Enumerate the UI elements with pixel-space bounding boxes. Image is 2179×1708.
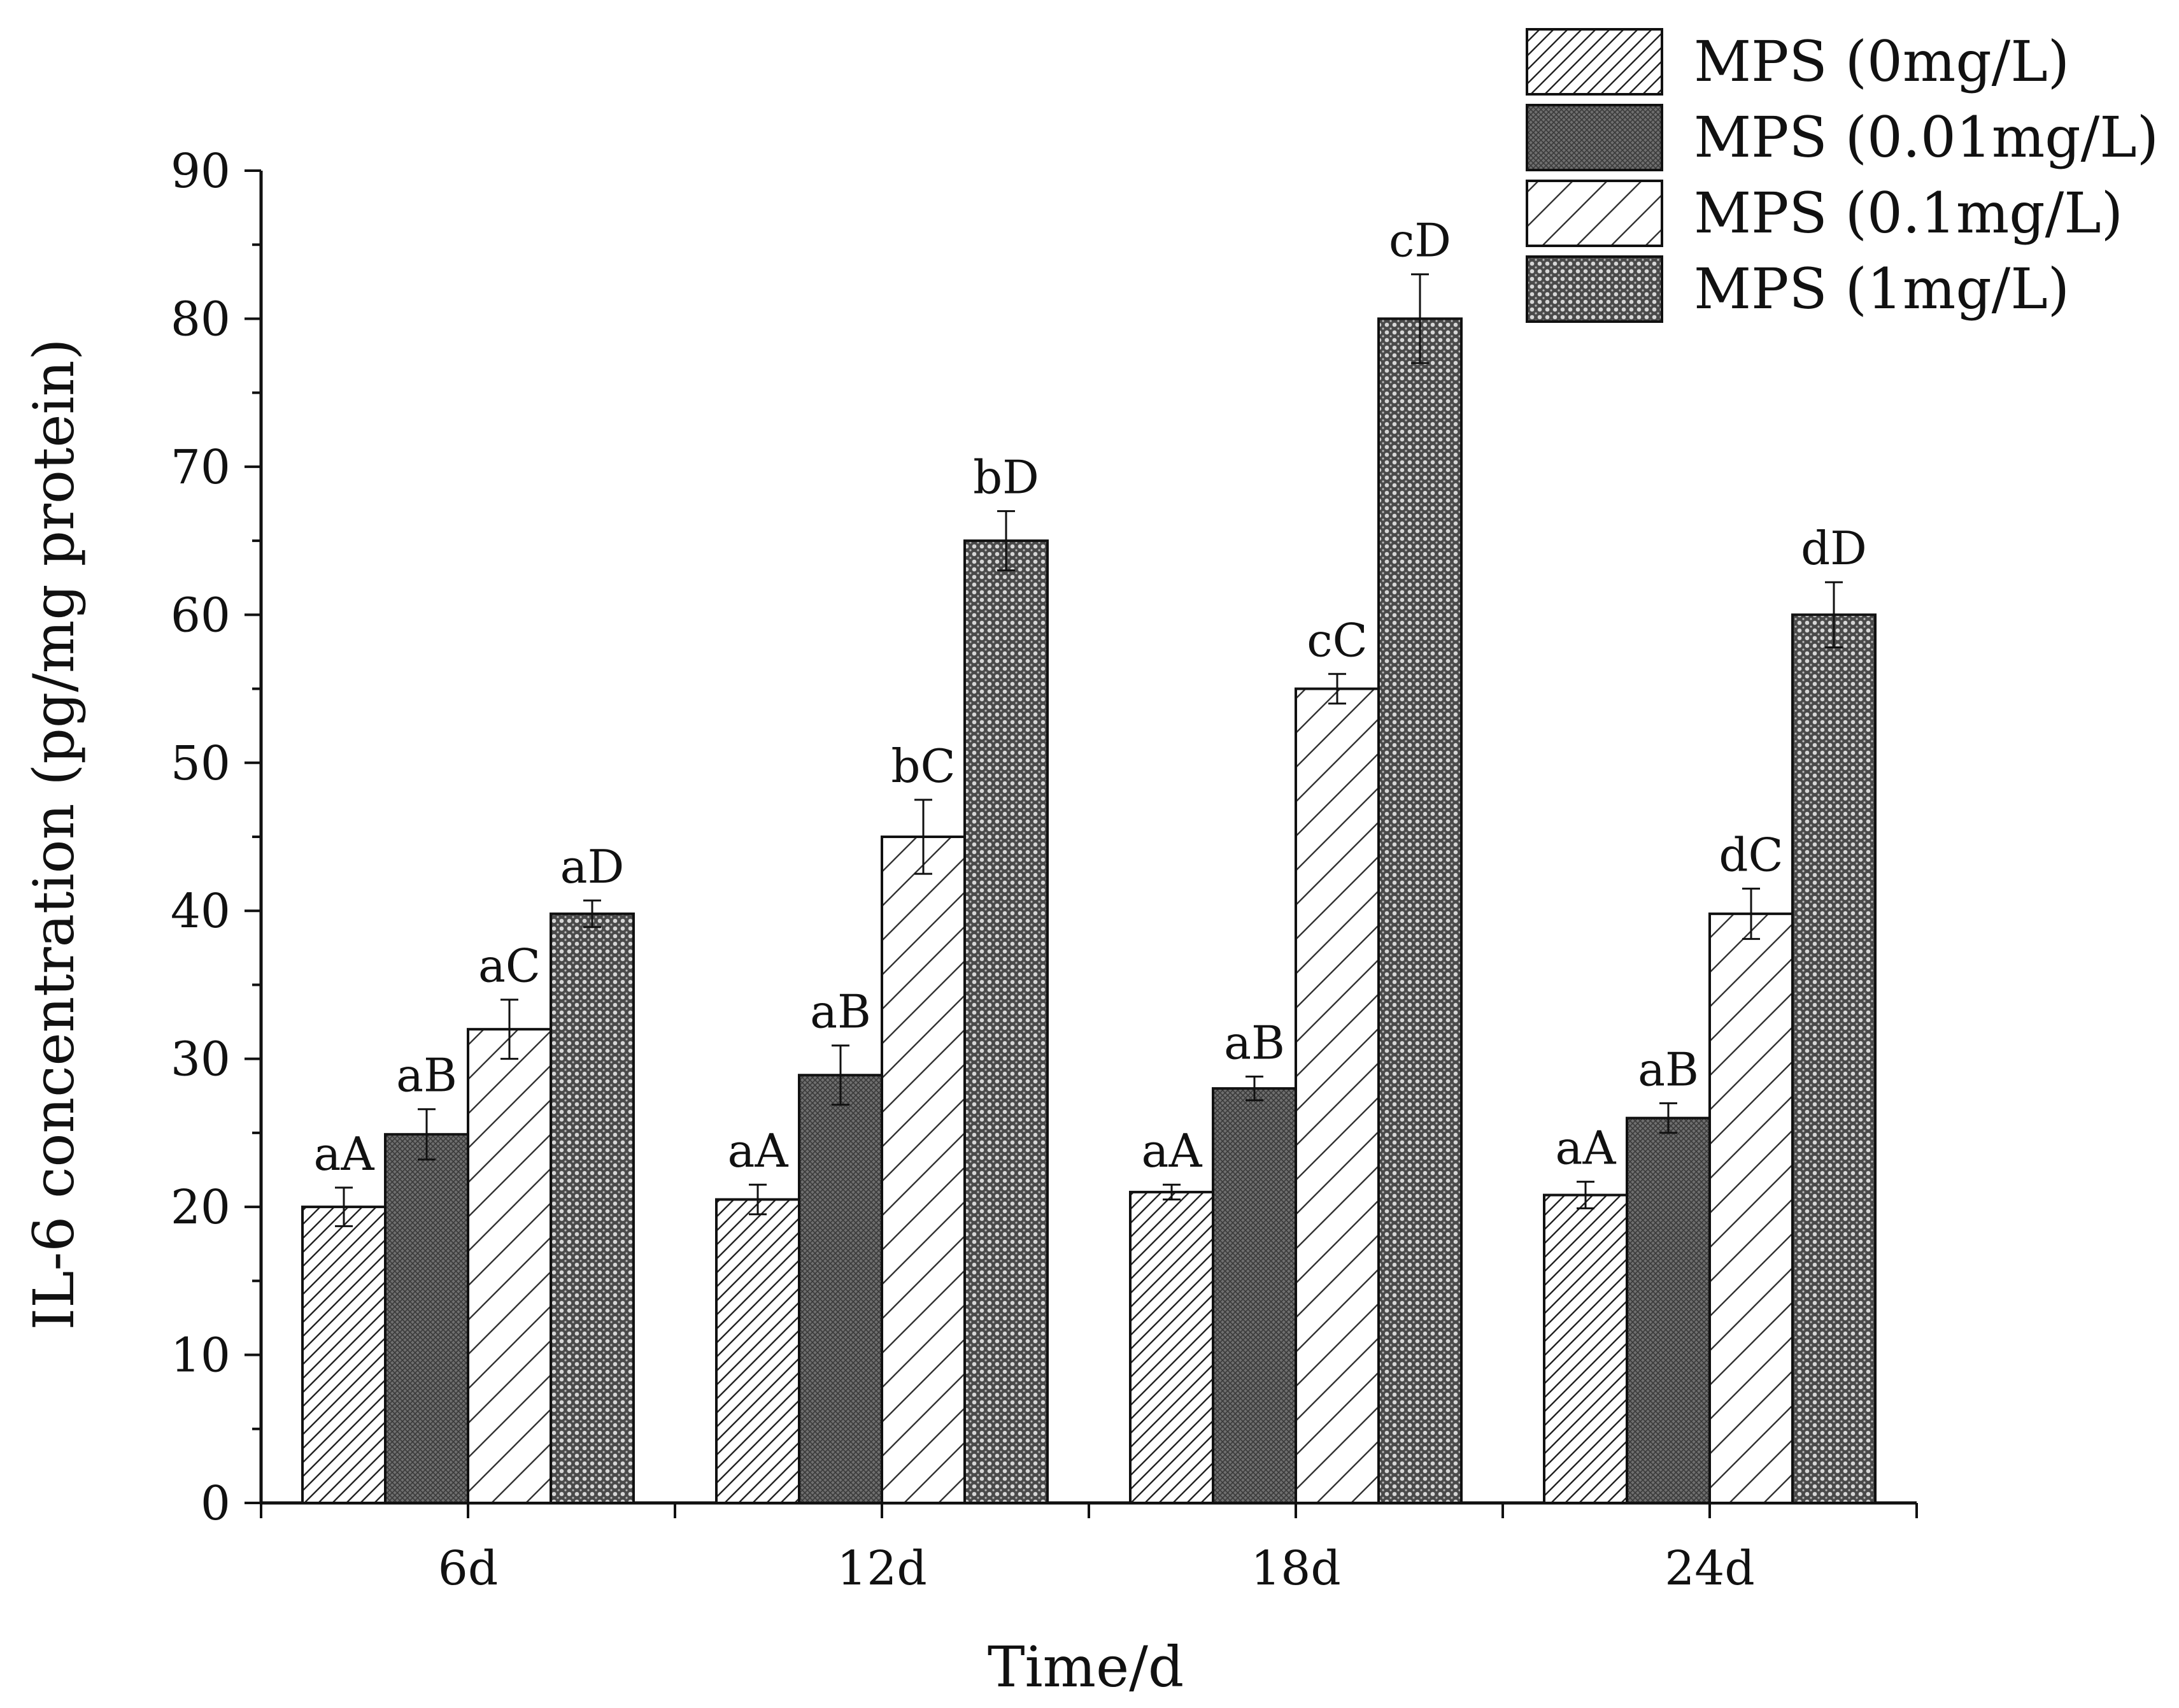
bar xyxy=(384,1133,469,1505)
bar xyxy=(1543,1193,1628,1504)
significance-label: aA xyxy=(314,1127,375,1181)
x-tick-label: 12d xyxy=(837,1541,927,1596)
y-tick-label: 30 xyxy=(171,1032,231,1087)
significance-label: cC xyxy=(1307,613,1367,667)
bar xyxy=(1212,1087,1297,1504)
significance-labels-layer: aA aA aA aA aB aB aB aB aC bC cC dC aD bD cD dD xyxy=(314,214,1867,1181)
significance-label: cD xyxy=(1389,214,1451,267)
legend-label: MPS (1mg/L) xyxy=(1694,256,2069,322)
y-axis-title: IL-6 concentration (pg/mg protein) xyxy=(21,338,87,1330)
y-tick-label: 0 xyxy=(201,1476,231,1531)
bar xyxy=(1708,912,1794,1504)
legend-swatch xyxy=(1526,255,1663,323)
bar xyxy=(1129,1190,1214,1505)
error-bars-layer xyxy=(335,273,1843,1227)
significance-label: dD xyxy=(1801,522,1867,575)
bars-layer xyxy=(301,317,1877,1505)
legend-swatch xyxy=(1526,28,1663,96)
significance-label: aB xyxy=(396,1049,457,1102)
y-tick-label: 90 xyxy=(171,144,231,199)
bar xyxy=(963,539,1049,1504)
bar xyxy=(1791,613,1877,1504)
significance-label: bC xyxy=(891,739,955,793)
axes: 0 10 20 30 40 50 60 70 80 90 6d 12d 18d 24d xyxy=(171,144,1918,1596)
significance-label: aB xyxy=(1224,1016,1285,1070)
y-tick-label: 20 xyxy=(171,1180,231,1235)
y-tick-label: 10 xyxy=(171,1328,231,1383)
bar xyxy=(881,836,966,1504)
significance-label: aA xyxy=(1142,1124,1203,1178)
legend-swatch xyxy=(1526,180,1663,247)
x-axis-title: Time/d xyxy=(988,1634,1184,1700)
legend: MPS (0mg/L) MPS (0.01mg/L) MPS (0.1mg/L) MP… xyxy=(1526,28,2159,323)
y-tick-label: 80 xyxy=(171,292,231,346)
bar xyxy=(715,1198,800,1504)
bar xyxy=(1377,317,1463,1504)
significance-label: aA xyxy=(728,1124,789,1178)
x-tick-label: 18d xyxy=(1251,1541,1341,1596)
significance-label: aD xyxy=(560,840,625,893)
x-tick-label: 6d xyxy=(438,1541,498,1596)
y-tick-label: 40 xyxy=(171,884,231,939)
y-tick-label: 60 xyxy=(171,588,231,643)
bar xyxy=(1295,687,1380,1504)
significance-label: aC xyxy=(478,939,541,993)
significance-label: aA xyxy=(1556,1121,1617,1175)
significance-label: aB xyxy=(1638,1043,1699,1096)
significance-label: dC xyxy=(1719,828,1783,881)
legend-label: MPS (0.01mg/L) xyxy=(1694,104,2159,170)
x-tick-label: 24d xyxy=(1664,1541,1755,1596)
bar xyxy=(301,1206,387,1504)
legend-label: MPS (0mg/L) xyxy=(1694,29,2069,94)
significance-label: bD xyxy=(973,451,1039,504)
bar xyxy=(467,1028,552,1504)
bar xyxy=(798,1074,883,1505)
bar xyxy=(1626,1116,1711,1504)
legend-label: MPS (0.1mg/L) xyxy=(1694,180,2123,246)
significance-label: aB xyxy=(810,985,871,1039)
y-tick-label: 50 xyxy=(171,736,231,791)
legend-swatch xyxy=(1526,104,1663,171)
bar xyxy=(550,912,635,1504)
y-tick-label: 70 xyxy=(171,440,231,495)
